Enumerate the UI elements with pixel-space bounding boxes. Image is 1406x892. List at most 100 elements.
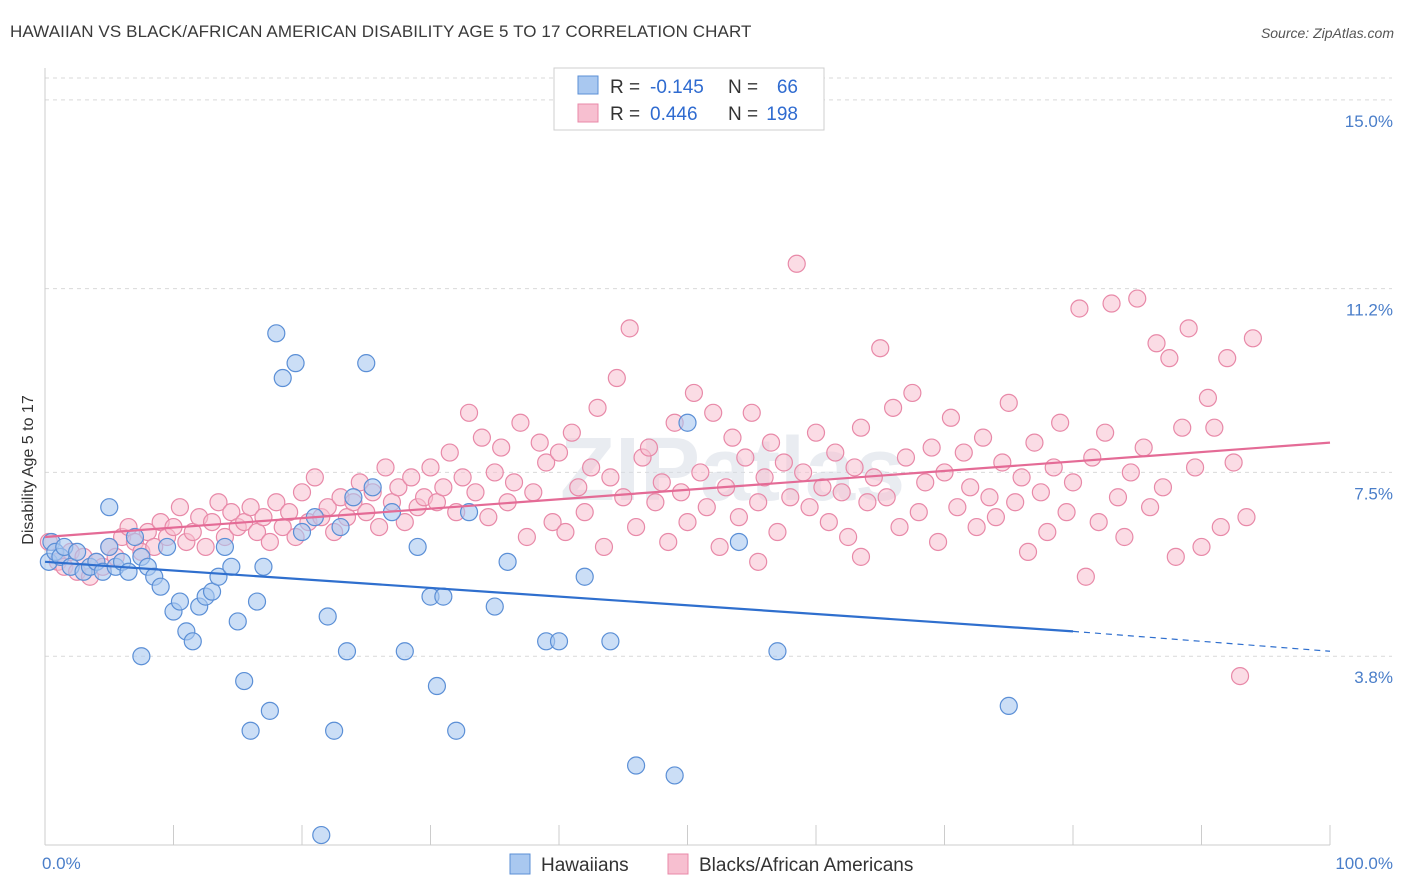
hawaiians-point (132, 647, 151, 666)
hawaiians-point (575, 567, 594, 586)
blacks-point (954, 443, 973, 462)
blacks-point (582, 458, 601, 477)
source-label: Source: ZipAtlas.com (1260, 25, 1394, 41)
legend-box (553, 67, 825, 131)
blacks-point (768, 522, 787, 542)
blacks-point (794, 463, 813, 482)
hawaiians-point (665, 766, 684, 785)
blacks-point (729, 508, 749, 527)
grid-lines (45, 77, 1392, 657)
legend-n-label-1: N = (728, 104, 758, 125)
hawaiians-point (151, 577, 170, 596)
hawaiians-point (363, 478, 382, 497)
y-tick-labels: 3.8% 7.5% 11.2% 15.0% (1345, 112, 1393, 687)
blacks-point (549, 443, 569, 462)
blacks-point (697, 498, 716, 517)
hawaiians-point (68, 542, 87, 562)
blacks-point (472, 428, 491, 447)
hawaiians-point (601, 632, 620, 651)
blacks-point (524, 483, 543, 502)
legend-swatch-blacks (577, 103, 599, 123)
blacks-point (588, 398, 607, 417)
x-tick-label-max: 100.0% (1335, 854, 1393, 873)
blacks-point (941, 408, 961, 427)
hawaiians-point (100, 537, 119, 557)
blacks-point (1211, 517, 1230, 537)
blacks-point (652, 473, 671, 492)
legend-r-label-0: R = (610, 77, 640, 98)
top-legend: R = -0.145 N = 66 R = 0.446 N = 198 (553, 67, 825, 131)
hawaiians-point (157, 537, 177, 557)
hawaiians-point (125, 527, 145, 547)
blacks-point (749, 552, 768, 571)
hawaiians-point (318, 607, 337, 626)
blacks-point (986, 508, 1006, 527)
blacks-point (710, 537, 729, 557)
blacks-point (1051, 413, 1070, 432)
blacks-point (202, 512, 222, 532)
blacks-point (440, 443, 459, 462)
y-tick-label-2: 11.2% (1346, 301, 1393, 320)
blacks-point (646, 493, 665, 512)
blacks-point (1192, 537, 1211, 557)
hawaiians-point (228, 612, 247, 631)
blacks-point (948, 498, 967, 517)
hawaiians-point (235, 671, 254, 691)
blacks-point (961, 478, 980, 497)
hawaiians-point (678, 413, 697, 432)
blacks-point (973, 428, 993, 447)
blacks-point (1230, 666, 1250, 686)
hawaiians-point (292, 522, 312, 542)
blacks-point (909, 503, 928, 522)
hawaiians-point (273, 368, 292, 388)
y-tick-label-0: 3.8% (1354, 668, 1393, 687)
bottom-legend-blacks: Blacks/African Americans (699, 855, 913, 876)
blacks-point (594, 537, 614, 557)
trend-lines (44, 441, 1331, 652)
blacks-point (826, 443, 845, 462)
hawaiians-point (260, 701, 279, 720)
series-blacks-points (39, 254, 1263, 686)
blacks-point (402, 468, 421, 487)
blacks-point (1089, 512, 1108, 532)
blacks-point (806, 423, 826, 442)
legend-n-value-1: 198 (766, 104, 798, 125)
blacks-point (845, 458, 864, 477)
blacks-point (389, 478, 408, 497)
blacks-point (305, 468, 324, 487)
legend-r-label-1: R = (610, 104, 640, 125)
blacks-point (877, 488, 896, 507)
blacks-point (504, 473, 524, 492)
y-tick-label-3: 15.0% (1345, 112, 1393, 131)
hawaiians-point (254, 557, 273, 576)
hawaiians-point (337, 642, 357, 661)
blacks-point (800, 498, 819, 517)
blacks-point (1115, 527, 1134, 547)
blacks-point (453, 468, 472, 487)
hawaiians-point (447, 721, 466, 740)
blacks-point (659, 532, 678, 552)
blacks-point (241, 498, 260, 517)
blacks-point (1076, 567, 1095, 586)
blacks-point (280, 503, 299, 522)
blacks-point (922, 438, 941, 457)
blacks-point (858, 493, 877, 512)
blacks-point (639, 438, 659, 457)
blacks-point (851, 418, 871, 437)
hawaiians-point (222, 557, 241, 576)
hawaiians-point (395, 642, 414, 661)
blacks-point (691, 463, 710, 482)
blacks-point (466, 483, 485, 502)
blacks-point (170, 498, 190, 517)
blacks-point (1063, 473, 1083, 492)
blacks-point (871, 339, 890, 358)
x-tick-label-min: 0.0% (42, 854, 81, 873)
blacks-point (774, 453, 793, 472)
hawaiians-point (119, 562, 138, 581)
blacks-point (1121, 463, 1140, 482)
blacks-point (267, 493, 286, 512)
blacks-point (742, 403, 761, 422)
blacks-point (1031, 483, 1050, 502)
blacks-point (896, 448, 916, 467)
hawaiians-point (549, 632, 569, 651)
